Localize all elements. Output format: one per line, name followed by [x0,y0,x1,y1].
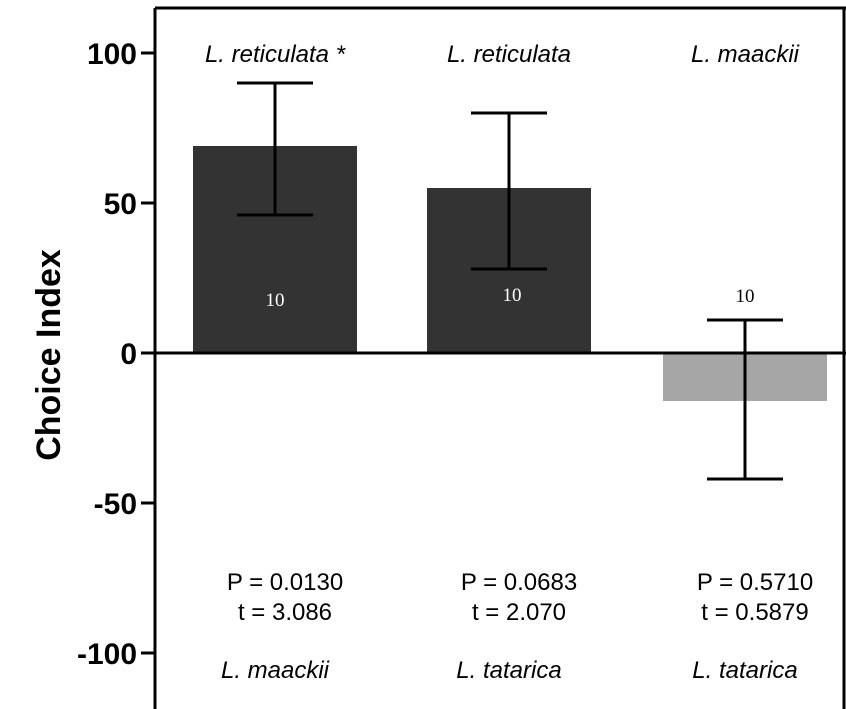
sample-size-label: 10 [736,286,755,307]
y-axis-label: Choice Index [30,249,68,461]
t-value-label: t = 3.086 [238,599,332,626]
t-value-label: t = 0.5879 [701,599,808,626]
sample-size-label: 10 [503,285,522,306]
bottom-species-label: L. maackii [221,657,330,684]
top-species-label: L. maackii [691,41,800,68]
p-value-label: P = 0.0683 [461,569,577,596]
y-tick-label: 100 [87,38,137,71]
y-tick-label: -100 [77,638,137,671]
t-value-label: t = 2.070 [472,599,566,626]
bottom-species-label: L. tatarica [692,657,797,684]
bottom-species-label: L. tatarica [456,657,561,684]
sample-size-label: 10 [266,290,285,311]
y-tick-label: -50 [94,488,137,521]
p-value-label: P = 0.0130 [227,569,343,596]
y-tick-label: 50 [104,188,137,221]
y-tick-label: 0 [120,338,137,371]
top-species-label: L. reticulata [447,41,571,68]
p-value-label: P = 0.5710 [697,569,813,596]
top-species-label: L. reticulata * [205,41,346,68]
